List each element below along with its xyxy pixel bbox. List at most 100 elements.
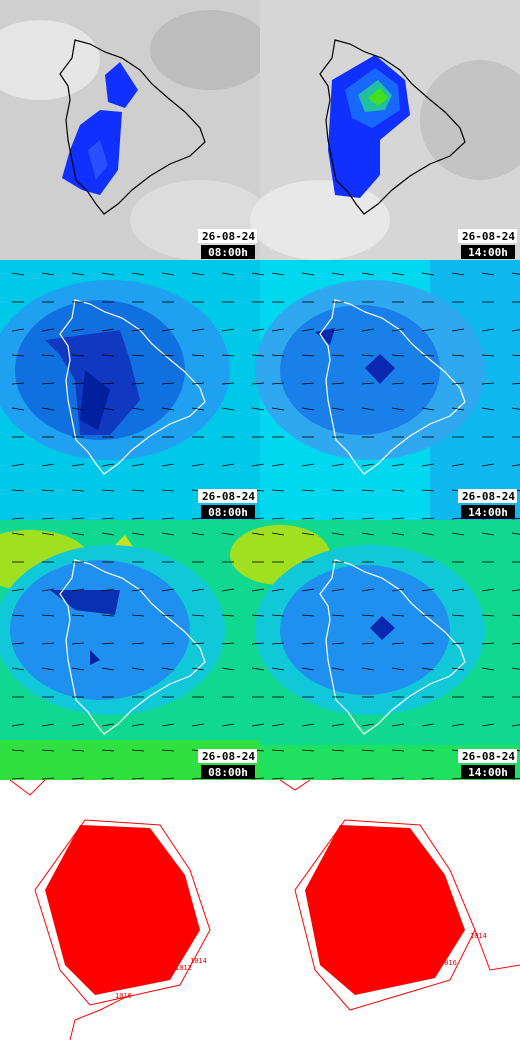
wind-arrow <box>71 667 85 671</box>
wind-arrow <box>11 517 25 520</box>
wind-arrow <box>421 777 435 780</box>
wind-arrow <box>271 667 285 671</box>
wind-arrow <box>11 382 25 385</box>
wind-arrow <box>71 642 85 645</box>
wind-arrow <box>391 532 405 536</box>
wind-arrow <box>71 354 85 357</box>
wind-arrow <box>41 463 55 467</box>
wind-arrow <box>131 777 145 780</box>
wind-arrow <box>481 407 495 411</box>
wind-arrow <box>301 749 315 752</box>
contour-label: 1012 <box>175 964 192 972</box>
wind-arrow <box>301 517 315 520</box>
wind-arrow <box>41 532 55 536</box>
wind-arrow <box>481 667 495 671</box>
wind-arrow <box>301 328 315 332</box>
wind-arrow <box>361 272 375 276</box>
wind-arrow <box>251 272 265 276</box>
wind-arrow <box>101 777 115 780</box>
wind-arrow <box>71 517 85 520</box>
wind-arrow <box>271 614 285 617</box>
wind-arrow <box>41 614 55 617</box>
wind-arrow <box>421 407 435 411</box>
wind-arrow <box>421 588 435 592</box>
wind-arrow <box>251 407 265 411</box>
wind-arrow <box>101 642 115 645</box>
wind-arrow <box>11 723 25 727</box>
wind-arrow <box>331 489 345 492</box>
wind-arrow <box>451 407 465 411</box>
wind-arrow <box>191 614 205 617</box>
wind-arrow <box>391 614 405 617</box>
wind-arrow <box>391 354 405 357</box>
panel <box>0 260 260 520</box>
wind-arrow <box>421 354 435 357</box>
wind-arrow <box>451 614 465 617</box>
wind-arrow <box>421 382 435 385</box>
wind-arrow <box>221 667 235 671</box>
wind-arrow <box>421 328 435 332</box>
wind-arrow <box>11 272 25 276</box>
wind-arrow <box>131 354 145 357</box>
wind-arrow <box>331 463 345 467</box>
wind-arrow <box>131 723 145 727</box>
wind-arrow <box>481 328 495 332</box>
wind-arrow <box>511 382 520 385</box>
wind-arrow <box>301 382 315 385</box>
wind-arrow <box>511 667 520 670</box>
wind-arrow <box>41 517 55 520</box>
wind-arrow <box>251 642 265 645</box>
wind-arrow <box>331 723 345 727</box>
date-label: 26-08-24 <box>462 750 515 763</box>
wind-arrow <box>71 777 85 780</box>
wind-arrow <box>11 532 25 536</box>
wind-arrow <box>131 588 145 592</box>
wind-arrow <box>71 463 85 467</box>
wind-arrow <box>161 642 175 645</box>
wind-arrow <box>131 489 145 492</box>
wind-arrow <box>11 642 25 645</box>
wind-arrow <box>361 667 375 671</box>
wind-arrow <box>301 642 315 645</box>
wind-arrow <box>301 463 315 467</box>
wind-arrow <box>71 489 85 492</box>
wind-arrow <box>361 407 375 411</box>
wind-arrow <box>101 382 115 385</box>
wind-arrow <box>71 749 85 752</box>
wind-arrow <box>251 723 265 727</box>
wind-arrow <box>301 489 315 492</box>
date-bg <box>458 229 517 243</box>
wind-arrow <box>331 777 345 780</box>
wind-arrow <box>331 517 345 520</box>
wind-arrow <box>161 382 175 385</box>
timestamps: 26-08-24 08:00h 26-08-24 14:00h 26-08-24 08:0… <box>11 229 520 780</box>
wind-arrow <box>271 489 285 492</box>
wind-arrow <box>271 517 285 520</box>
wind-arrow <box>41 749 55 752</box>
wind-arrow <box>11 667 25 671</box>
wind-arrow <box>131 463 145 467</box>
date-bg <box>198 749 257 763</box>
wind-arrow <box>271 328 285 332</box>
wind-arrow <box>11 588 25 592</box>
date-bg <box>458 489 517 503</box>
wind-arrow <box>101 463 115 467</box>
wind-arrow <box>251 382 265 385</box>
wind-arrow <box>421 489 435 492</box>
wind-arrow <box>301 777 315 780</box>
wind-arrow <box>391 667 405 671</box>
wind-arrow <box>271 749 285 752</box>
wind-arrow <box>71 407 85 411</box>
wind-arrow <box>161 463 175 467</box>
time-label: 14:00h <box>468 506 508 519</box>
wind-arrow <box>331 272 345 276</box>
wind-arrow <box>301 272 315 276</box>
wind-arrow <box>421 463 435 467</box>
wind-arrow <box>451 354 465 357</box>
time-label: 08:00h <box>208 506 248 519</box>
wind-arrow <box>131 328 145 332</box>
wind-arrow <box>221 614 235 617</box>
wind-arrow <box>511 642 520 645</box>
wind-arrow <box>511 614 520 617</box>
